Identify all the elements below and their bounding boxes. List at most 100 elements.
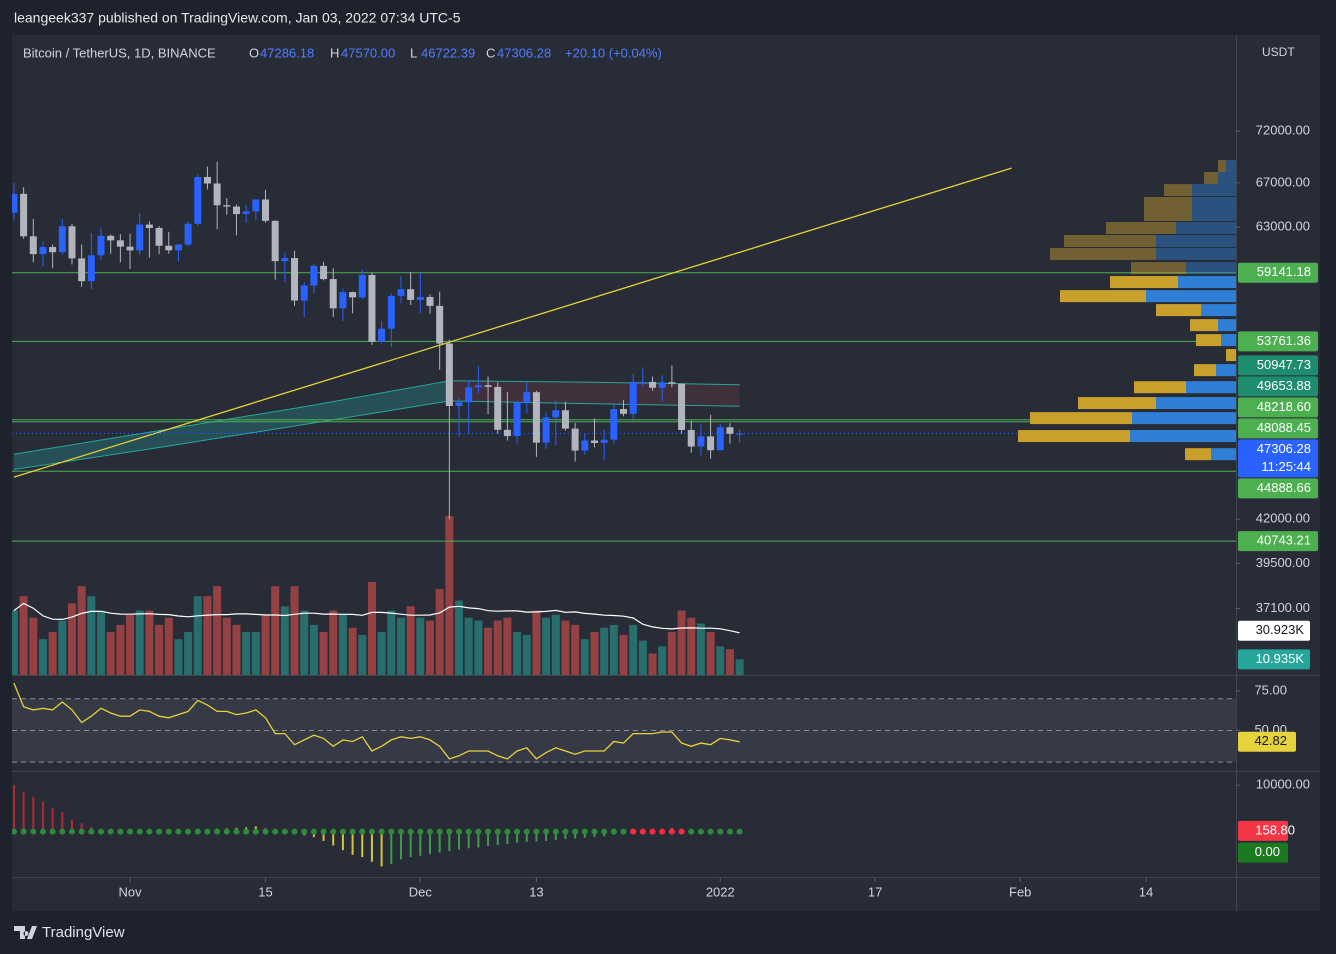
volume-bar [184, 632, 193, 675]
chart-background [12, 35, 1320, 911]
volume-bar [251, 632, 260, 675]
oscillator-bar [32, 796, 35, 832]
signal-dot [388, 828, 395, 835]
candle-body [242, 211, 250, 215]
profile-down [1106, 221, 1176, 234]
candle-body [12, 193, 18, 213]
signal-dot [98, 828, 105, 835]
price-label-box [1238, 262, 1318, 283]
candle-body [107, 235, 115, 241]
signal-dot [659, 828, 666, 835]
signal-dot [514, 828, 521, 835]
signal-dot [68, 828, 75, 835]
volume-bar [406, 606, 415, 675]
candle-body [523, 392, 531, 403]
volume-bar [416, 617, 425, 675]
signal-dot [717, 828, 724, 835]
signal-dot [156, 828, 163, 835]
volume-bar [106, 632, 115, 675]
candle-body [194, 176, 202, 224]
signal-dot [107, 828, 114, 835]
oscillator-bar [70, 819, 73, 832]
oscillator-bar [380, 831, 383, 867]
profile-down [1144, 209, 1192, 222]
signal-dot [601, 828, 608, 835]
candle-body [581, 440, 589, 451]
profile-down [1196, 334, 1221, 347]
candle-body [78, 258, 86, 282]
brand-logo [14, 926, 37, 939]
volume-bar [677, 610, 686, 675]
volume-bar [38, 639, 47, 675]
profile-up [1221, 334, 1236, 347]
signal-dot [504, 828, 511, 835]
profile-down [1110, 276, 1178, 289]
oscillator-label-box [1238, 820, 1288, 841]
candle-body [49, 247, 57, 253]
volume-bar [126, 614, 135, 675]
signal-dot [175, 828, 182, 835]
signal-dot [262, 828, 269, 835]
candle-body [97, 235, 105, 256]
signal-dot [523, 828, 530, 835]
profile-up [1156, 235, 1236, 248]
candle-body [281, 258, 289, 262]
oscillator-bar [370, 831, 373, 862]
legend-value: 47306.28 [497, 45, 551, 60]
volume-bar [155, 624, 164, 675]
price-label: 53761.36 [1257, 333, 1311, 348]
candle-body [426, 297, 434, 306]
candle-body [513, 402, 521, 437]
candle-body [561, 410, 569, 429]
candle-body [600, 439, 608, 443]
rsi-label: 42.82 [1254, 733, 1287, 748]
volume-bar [116, 624, 125, 675]
oscillator-bar [448, 831, 451, 852]
brand-name: TradingView [42, 924, 125, 941]
y-tick-label: 67000.00 [1256, 174, 1310, 189]
oscillator-bar [583, 831, 586, 838]
volume-ma-line [13, 602, 740, 634]
candle-body [629, 381, 637, 414]
volume-bar [348, 627, 357, 675]
candle-body [300, 285, 308, 301]
profile-down [1190, 319, 1218, 332]
ma-band-fill [13, 430, 160, 470]
signal-dot [446, 828, 453, 835]
profile-down [1064, 235, 1156, 248]
price-label-box [1238, 355, 1318, 376]
signal-dot [630, 828, 637, 835]
volume-bar [29, 617, 38, 675]
profile-down [1050, 247, 1156, 260]
volume-label-box [1238, 649, 1310, 670]
profile-down [1218, 159, 1226, 172]
signal-dot [581, 828, 588, 835]
signal-dot [272, 828, 279, 835]
volume-bar [493, 620, 502, 675]
profile-up [1176, 221, 1236, 234]
signal-dot [688, 828, 695, 835]
volume-bar [542, 617, 551, 675]
oscillator-bar [419, 831, 422, 856]
profile-down [1194, 364, 1216, 377]
volume-ma-label: 30.923K [1256, 622, 1305, 637]
signal-dot [127, 828, 134, 835]
candle-body [339, 292, 347, 309]
volume-bar [48, 632, 57, 675]
x-tick-label: 17 [868, 884, 882, 899]
volume-bar [67, 603, 76, 675]
candle-body [649, 381, 657, 388]
volume-bar [164, 617, 173, 675]
candle-body [678, 383, 686, 430]
candle-body [639, 381, 647, 383]
oscillator-bar [80, 823, 83, 832]
volume-bar [629, 624, 638, 675]
trend-line [13, 167, 1012, 478]
candle-body [252, 199, 260, 212]
profile-up [1226, 159, 1236, 172]
oscillator-bar [487, 831, 490, 846]
signal-dot [668, 828, 675, 835]
oscillator-bar [61, 812, 64, 832]
price-label-box [1238, 418, 1318, 439]
volume-bar [484, 627, 493, 675]
